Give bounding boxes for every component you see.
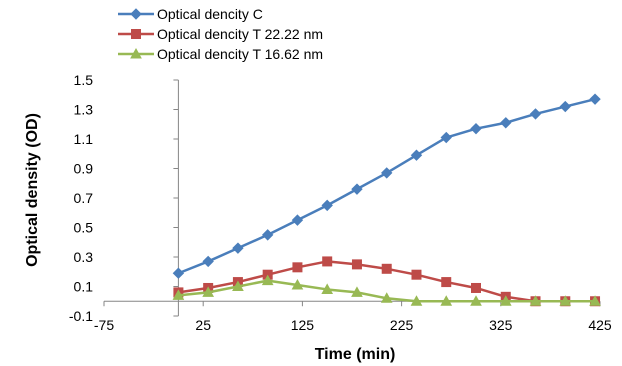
legend-marker [130,8,142,20]
data-point [232,280,244,291]
y-tick-label: 0.7 [74,190,94,206]
data-point [381,167,393,179]
data-point [499,295,512,306]
data-point [470,122,482,135]
data-point [351,286,363,297]
data-point [500,117,512,129]
data-point [559,295,572,306]
series-1 [172,93,601,279]
legend-item-1: Optical dencity C [118,6,263,22]
x-tick-label: 25 [195,317,211,333]
data-point [410,149,423,161]
legend-item-3: Optical dencity T 16.62 nm [118,46,323,62]
data-point [202,286,215,297]
y-tick-label: 0.5 [74,220,94,236]
series-3 [172,274,601,306]
data-point [381,263,392,274]
data-point [441,277,452,288]
legend-marker [130,47,142,59]
y-tick-label: 1.1 [74,131,94,147]
legend-item-2: Optical dencity T 22.22 nm [118,26,323,42]
data-point [292,262,303,273]
data-point [380,292,393,303]
data-point [589,93,601,105]
data-point [470,295,482,306]
x-axis-label: Time (min) [315,346,396,363]
y-tick-label: 0.1 [74,279,94,295]
data-point [351,183,363,195]
data-point [321,283,334,294]
legend-marker [131,29,141,39]
data-point [232,242,244,254]
y-axis-label: Optical density (OD) [24,113,41,267]
data-point [321,199,333,212]
data-point [291,214,304,226]
x-tick-label: 225 [390,317,414,333]
legend-label: Optical dencity T 22.22 nm [157,26,323,42]
data-point [411,269,422,280]
data-point [559,100,571,113]
legend-label: Optical dencity C [157,6,263,22]
data-point [351,259,362,270]
tick-labels: -0.1 0.1 0.3 0.5 0.7 0.9 1.1 1.3 1.5 -75 25 125 225 3… [69,72,612,333]
x-tick-label: 325 [489,317,513,333]
data-point [172,289,185,300]
x-tick-label: 125 [291,317,315,333]
x-tick-label: -75 [94,317,114,333]
data-point [440,295,453,306]
series-group [172,93,601,307]
data-point [261,229,274,241]
data-point [589,295,601,306]
y-tick-label: 1.5 [74,72,94,88]
data-point [529,295,542,306]
x-tick-label: 425 [588,317,612,333]
data-point [529,108,542,120]
y-tick-label: -0.1 [69,308,93,324]
data-point [410,295,423,306]
legend: Optical dencity C Optical dencity T 22.22… [118,6,323,62]
data-point [261,274,274,286]
data-point [172,267,185,279]
data-point [202,255,214,268]
y-tick-label: 0.9 [74,161,94,177]
data-point [322,256,333,267]
data-point [471,282,481,293]
data-point [291,278,304,290]
axes [103,79,601,317]
y-tick-label: 1.3 [74,102,94,118]
data-point [440,131,452,144]
y-tick-label: 0.3 [74,249,94,265]
legend-label: Optical dencity T 16.62 nm [157,46,323,62]
